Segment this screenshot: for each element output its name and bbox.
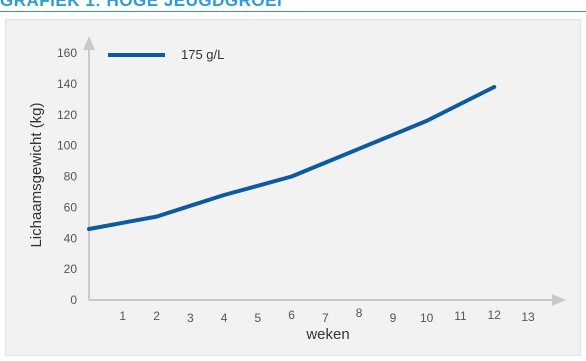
x-tick-label: 13 xyxy=(521,310,535,324)
series-line xyxy=(87,85,497,231)
y-axis-ticks: 0 20 40 60 80 100 120 140 160 xyxy=(57,46,77,307)
y-tick-label: 80 xyxy=(64,170,78,184)
legend-label: 175 g/L xyxy=(181,47,224,62)
header-divider xyxy=(0,11,586,12)
y-axis-arrow xyxy=(83,36,95,50)
y-tick-label: 120 xyxy=(57,108,77,122)
x-axis-title: weken xyxy=(305,326,349,343)
x-tick-label: 7 xyxy=(322,311,329,325)
x-tick-label: 11 xyxy=(454,309,467,323)
x-tick-label: 6 xyxy=(288,308,295,322)
y-tick-label: 160 xyxy=(57,46,77,60)
x-axis-ticks: 1 2 3 4 5 6 7 8 9 10 11 12 13 xyxy=(119,306,535,325)
x-tick-label: 12 xyxy=(488,308,502,322)
x-axis-arrow xyxy=(552,294,566,306)
y-tick-label: 100 xyxy=(57,139,77,153)
y-axis-title: Lichaamsgewicht (kg) xyxy=(28,102,45,247)
chart-header-title: GRAFIEK 1: HOGE JEUGDGROEI xyxy=(0,0,283,10)
x-tick-label: 5 xyxy=(255,311,262,325)
x-tick-label: 9 xyxy=(390,311,397,325)
y-tick-label: 0 xyxy=(70,293,77,307)
series-lines xyxy=(87,85,497,231)
chart-header: GRAFIEK 1: HOGE JEUGDGROEI xyxy=(0,0,586,12)
x-tick-label: 8 xyxy=(356,306,363,320)
chart-axes xyxy=(83,36,566,306)
x-tick-label: 1 xyxy=(119,309,126,323)
y-tick-label: 20 xyxy=(64,262,78,276)
y-tick-label: 60 xyxy=(64,200,78,214)
x-tick-label: 10 xyxy=(420,311,434,325)
x-tick-label: 2 xyxy=(153,309,160,323)
x-tick-label: 3 xyxy=(187,311,194,325)
y-tick-label: 140 xyxy=(57,77,77,91)
y-tick-label: 40 xyxy=(64,231,78,245)
chart-legend: 175 g/L xyxy=(108,47,224,62)
x-tick-label: 4 xyxy=(221,311,228,325)
